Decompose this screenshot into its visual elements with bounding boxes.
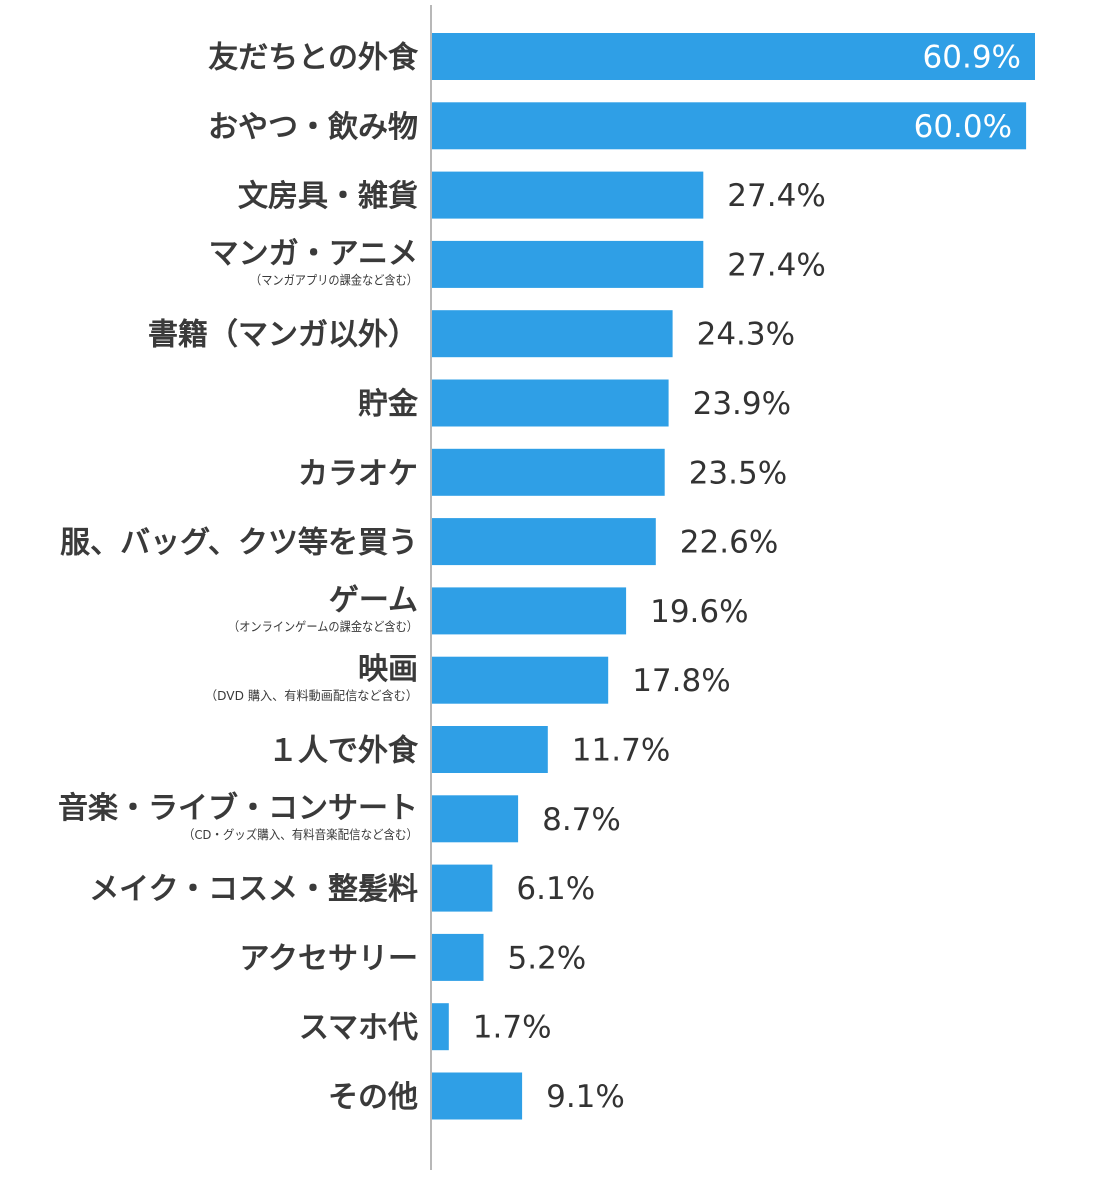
- bar: [432, 1072, 523, 1120]
- value-label: 1.7%: [473, 1010, 552, 1046]
- category-sublabel: （CD・グッズ購入、有料音楽配信など含む）: [183, 827, 418, 842]
- value-label: 60.9%: [923, 40, 1021, 76]
- category-label: マンガ・アニメ: [209, 236, 418, 271]
- bar: [432, 379, 669, 427]
- value-label: 17.8%: [632, 663, 730, 699]
- category-label: 書籍（マンガ以外）: [148, 318, 418, 353]
- category-label: 音楽・ライブ・コンサート: [58, 791, 418, 826]
- category-label: ゲーム: [329, 583, 418, 618]
- category-label: 貯金: [358, 387, 419, 422]
- bar: [432, 33, 1035, 80]
- category-label: その他: [328, 1080, 418, 1115]
- value-label: 9.1%: [546, 1079, 625, 1115]
- value-label: 24.3%: [697, 317, 795, 353]
- value-label: 6.1%: [516, 871, 595, 907]
- category-label: アクセサリー: [240, 941, 419, 976]
- bar: [432, 102, 1027, 150]
- bar: [432, 587, 627, 635]
- bar: [432, 726, 548, 773]
- category-label: １人で外食: [268, 734, 419, 769]
- value-label: 11.7%: [572, 733, 670, 769]
- bars-layer: [432, 33, 1035, 1120]
- category-label: 映画: [358, 652, 418, 687]
- bar: [432, 1003, 449, 1051]
- value-label: 8.7%: [542, 802, 621, 838]
- value-label: 5.2%: [508, 940, 587, 976]
- bar: [432, 656, 609, 704]
- value-label: 23.5%: [689, 455, 787, 491]
- value-label: 27.4%: [727, 247, 825, 283]
- bar: [432, 518, 656, 566]
- bar: [432, 171, 704, 219]
- value-label: 23.9%: [693, 386, 791, 422]
- category-label: 友だちとの外食: [208, 41, 419, 76]
- bar: [432, 240, 704, 288]
- category-label: おやつ・飲み物: [208, 110, 418, 145]
- category-label: 服、バッグ、クツ等を買う: [60, 526, 418, 561]
- bar: [432, 864, 493, 912]
- category-sublabel: （オンラインゲームの課金など含む）: [228, 619, 418, 634]
- category-label: 文房具・雑貨: [238, 179, 418, 214]
- category-sublabel: （DVD 購入、有料動画配信など含む）: [205, 688, 418, 703]
- bar: [432, 448, 665, 496]
- bar: [432, 310, 673, 358]
- value-label: 27.4%: [727, 178, 825, 214]
- value-label: 60.0%: [914, 109, 1012, 145]
- category-label: スマホ代: [299, 1011, 418, 1046]
- value-label: 19.6%: [650, 594, 748, 630]
- bar: [432, 795, 519, 843]
- category-label: メイク・コスメ・整髪料: [89, 872, 418, 907]
- value-labels-layer: 60.9% 60.0% 27.4% 27.4% 24.3% 23.9% 23.5% 22.6%…: [473, 40, 1021, 1116]
- category-label: カラオケ: [298, 456, 418, 491]
- bar: [432, 933, 484, 981]
- category-sublabel: （マンガアプリの課金など含む）: [250, 272, 418, 287]
- category-labels-layer: 友だちとの外食おやつ・飲み物文房具・雑貨マンガ・アニメ（マンガアプリの課金など含…: [58, 41, 419, 1116]
- value-label: 22.6%: [680, 525, 778, 561]
